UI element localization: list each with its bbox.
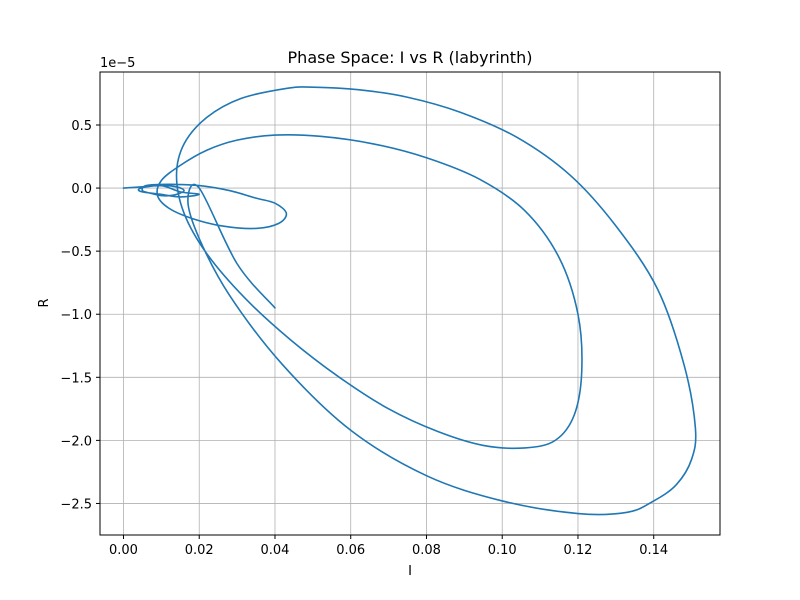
- y-axis-ticks: 0.5 0.0 −0.5 −1.0 −1.5 −2.0 −2.5: [60, 119, 100, 512]
- grid-lines: [100, 72, 720, 535]
- y-tick-label: −1.0: [60, 308, 92, 323]
- y-axis-label: R: [37, 298, 52, 307]
- y-tick-label: 0.0: [71, 182, 92, 197]
- plot-area: [122, 86, 697, 516]
- y-axis-offset-label: 1e−5: [100, 56, 135, 71]
- x-tick-label: 0.14: [639, 543, 668, 558]
- x-tick-label: 0.02: [185, 543, 214, 558]
- x-tick-label: 0.10: [488, 543, 517, 558]
- chart-title: Phase Space: I vs R (labyrinth): [288, 48, 533, 67]
- x-tick-label: 0.00: [109, 543, 138, 558]
- x-tick-label: 0.06: [336, 543, 365, 558]
- x-axis-ticks: 0.00 0.02 0.04 0.06 0.08 0.10 0.12 0.14: [109, 535, 668, 558]
- y-tick-label: −2.0: [60, 434, 92, 449]
- y-tick-label: −2.5: [60, 497, 92, 512]
- x-tick-label: 0.08: [412, 543, 441, 558]
- axes-frame: [99, 71, 721, 536]
- x-axis-label: I: [408, 564, 412, 579]
- series-line-i-vs-r: [122, 86, 697, 516]
- x-tick-label: 0.04: [261, 543, 290, 558]
- y-tick-label: −0.5: [60, 245, 92, 260]
- y-tick-label: 0.5: [71, 119, 92, 134]
- x-tick-label: 0.12: [563, 543, 592, 558]
- y-tick-label: −1.5: [60, 371, 92, 386]
